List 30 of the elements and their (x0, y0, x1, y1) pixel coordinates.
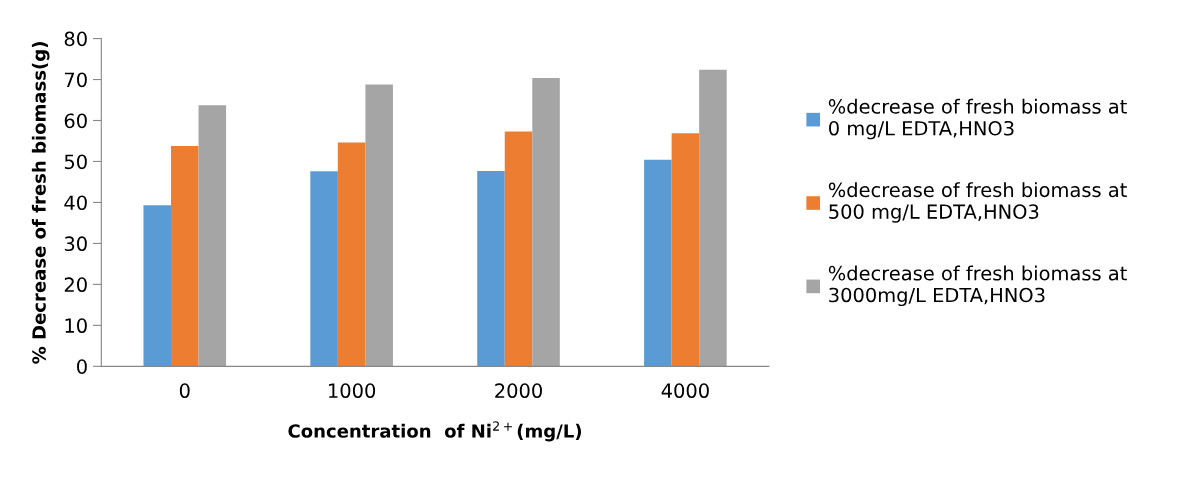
y-tick-label: 70 (64, 72, 87, 88)
bar (365, 84, 393, 367)
y-axis-title: % Decrease of fresh biomass(g) (31, 42, 50, 364)
legend-label: %decrease of fresh biomass at 500 mg/L EDTA,HNO3 (828, 182, 1127, 223)
bar (699, 69, 727, 367)
y-tick-label: 30 (64, 236, 87, 252)
y-tick-label: 60 (64, 113, 87, 129)
bar (143, 205, 171, 367)
bar (198, 105, 227, 367)
y-tick-label: 40 (64, 195, 87, 211)
x-axis-title: Concentration of Ni$^{2+}$(mg/L) (288, 421, 582, 442)
y-tick-label: 0 (77, 359, 87, 374)
y-tick-label: 50 (64, 154, 87, 170)
bar (337, 142, 366, 367)
bar (644, 159, 672, 367)
bar (532, 77, 560, 367)
bar (170, 145, 199, 367)
x-tick-label: 0 (179, 383, 190, 399)
x-tick-label: 1000 (329, 383, 376, 399)
legend-label: %decrease of fresh biomass at 0 mg/L EDTA,HNO3 (828, 98, 1127, 140)
y-tick-label: 20 (64, 277, 87, 293)
y-tick-label: 10 (65, 318, 87, 334)
x-tick-label: 2000 (495, 383, 542, 399)
y-tick-label: 80 (64, 31, 87, 47)
bar (671, 133, 700, 367)
x-tick-label: 4000 (661, 383, 709, 399)
legend-label: %decrease of fresh biomass at 3000mg/L EDTA,HNO3 (828, 265, 1127, 307)
bar (504, 131, 533, 367)
bar (310, 171, 338, 367)
bar (477, 170, 505, 367)
